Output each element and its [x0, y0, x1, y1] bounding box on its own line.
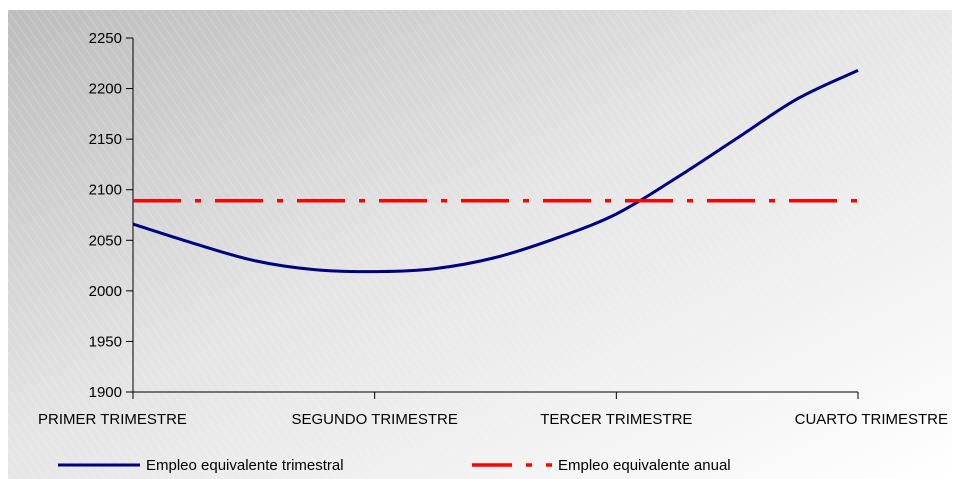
y-tick-label: 2100 [89, 182, 122, 199]
y-tick-label: 1900 [89, 384, 122, 401]
y-tick-label: 1950 [89, 333, 122, 350]
y-tick-label: 2000 [89, 283, 122, 300]
y-tick-label: 2050 [89, 232, 122, 249]
y-tick-label: 2150 [89, 131, 122, 148]
chart-background-texture [8, 10, 952, 479]
x-tick-label: TERCER TRIMESTRE [540, 411, 692, 428]
y-tick-label: 2250 [89, 30, 122, 47]
x-tick-label: SEGUNDO TRIMESTRE [291, 411, 457, 428]
series-line-trimestral [132, 69, 859, 274]
x-tick-label: CUARTO TRIMESTRE [795, 411, 948, 428]
x-tick-label: PRIMER TRIMESTRE [38, 411, 187, 428]
y-tick-label: 2200 [89, 81, 122, 98]
legend-label: Empleo equivalente trimestral [146, 457, 344, 474]
legend-label: Empleo equivalente anual [558, 457, 731, 474]
